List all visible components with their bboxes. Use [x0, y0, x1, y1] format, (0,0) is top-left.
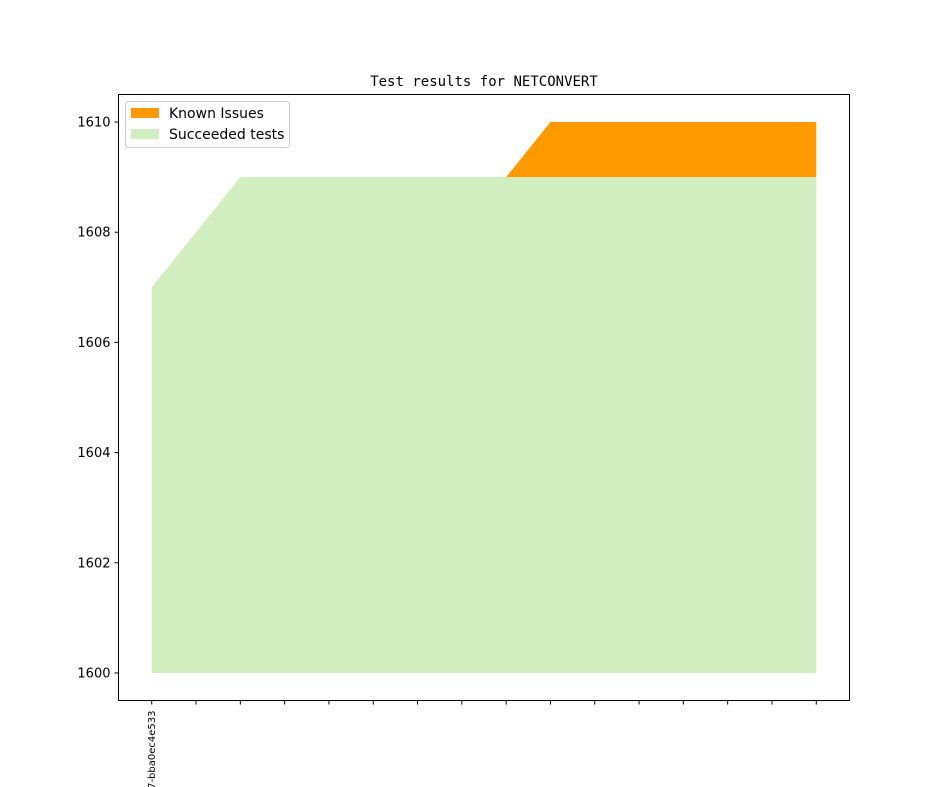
- x-tick-label: 7-bba0ec4e533: [147, 711, 158, 787]
- legend-label-succeeded-tests: Succeeded tests: [169, 127, 284, 143]
- y-tick-label: 1602: [77, 556, 110, 571]
- area-known-issues: [151, 122, 817, 288]
- legend-box: [125, 101, 290, 148]
- y-tick-label: 1606: [77, 336, 110, 351]
- y-tick-label: 1600: [77, 666, 110, 681]
- legend: Known Issues Succeeded tests: [125, 101, 290, 148]
- legend-swatch-known-issues: [131, 108, 159, 118]
- axes-frame: [118, 94, 850, 701]
- y-tick-label: 1608: [77, 226, 110, 241]
- y-tick-label: 1604: [77, 446, 110, 461]
- y-tick-label: 1610: [77, 116, 110, 131]
- chart-title: Test results for NETCONVERT: [370, 74, 598, 90]
- legend-label-known-issues: Known Issues: [169, 106, 264, 122]
- area-succeeded-tests: [151, 177, 817, 673]
- legend-swatch-succeeded-tests: [131, 129, 159, 139]
